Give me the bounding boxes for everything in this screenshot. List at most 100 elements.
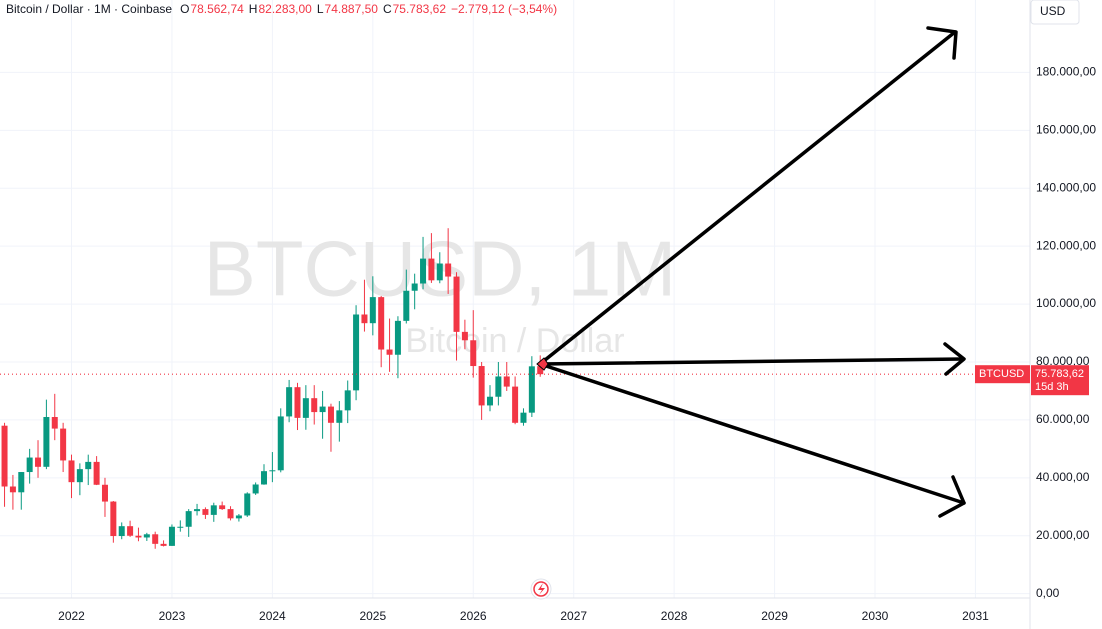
candle-body: [503, 376, 510, 387]
y-tick-label: 40.000,00: [1036, 470, 1090, 484]
y-tick-label: 0,00: [1036, 586, 1060, 600]
candle-body: [127, 526, 134, 536]
y-tick-label: 120.000,00: [1036, 238, 1096, 252]
arrow-origin: [536, 357, 549, 371]
candle-body: [520, 412, 527, 423]
candle-body: [143, 534, 150, 538]
y-tick-label: 160.000,00: [1036, 122, 1096, 136]
candle-body: [269, 470, 276, 472]
candle-body: [378, 297, 385, 350]
candle-body: [512, 386, 519, 423]
candle-body: [428, 258, 435, 281]
candle-body: [353, 314, 360, 391]
x-tick-label: 2022: [58, 609, 85, 623]
x-tick-label: 2030: [862, 609, 889, 623]
candle-body: [177, 526, 184, 528]
candle-body: [336, 410, 343, 423]
last-price-box: [1031, 365, 1089, 396]
candle-body: [168, 526, 175, 546]
candle-body: [1, 425, 8, 487]
candle-body: [135, 535, 142, 538]
candle-body: [470, 340, 477, 367]
candle-body: [386, 349, 393, 355]
candle-body: [261, 471, 268, 485]
candle-body: [461, 331, 468, 341]
candle-body: [110, 501, 117, 537]
candle-body: [537, 366, 544, 375]
candle-body: [528, 366, 535, 413]
arrow-head: [943, 342, 966, 376]
arrow-up: [538, 30, 957, 366]
candle-body: [85, 461, 92, 470]
x-tick-label: 2025: [359, 609, 386, 623]
candle-body: [68, 460, 75, 483]
candle-body: [60, 428, 67, 461]
candle-body: [35, 457, 42, 467]
countdown: 15d 3h: [1035, 381, 1069, 393]
arrow-down: [538, 362, 966, 505]
ohlc-value: 74.887,50: [325, 2, 379, 16]
candle-body: [252, 484, 259, 494]
y-tick-label: 140.000,00: [1036, 180, 1096, 194]
candle-body: [361, 314, 368, 324]
candle-body: [26, 457, 33, 473]
candle-body: [302, 398, 309, 418]
header: Bitcoin / Dollar · 1M · Coinbase O 78.562…: [6, 2, 557, 16]
candle-body: [369, 297, 376, 324]
candles: [1, 228, 544, 549]
y-tick-label: 80.000,00: [1036, 354, 1090, 368]
candle-body: [101, 484, 108, 502]
x-tick-label: 2028: [661, 609, 688, 623]
x-tick-label: 2026: [460, 609, 487, 623]
candle-body: [394, 320, 401, 355]
ohlc-key: C: [383, 2, 392, 16]
candle-body: [160, 543, 167, 546]
candle-body: [319, 406, 326, 413]
currency: USD: [1040, 4, 1066, 18]
arrow-head: [926, 26, 958, 60]
candle-body: [445, 263, 452, 277]
candle-body: [403, 290, 410, 321]
candle-body: [453, 276, 460, 332]
candle-body: [478, 366, 485, 406]
y-tick-label: 20.000,00: [1036, 528, 1090, 542]
candle-body: [286, 387, 293, 417]
candle-body: [420, 258, 427, 284]
x-tick-label: 2023: [159, 609, 186, 623]
candle-body: [436, 263, 443, 281]
arrow-flat: [538, 357, 965, 366]
candle-body: [185, 511, 192, 527]
y-tick-label: 180.000,00: [1036, 65, 1096, 79]
ohlc-value: 82.283,00: [258, 2, 312, 16]
candle-body: [227, 509, 234, 519]
candle-body: [202, 509, 209, 515]
events-icon-bolt: [538, 583, 545, 595]
candle-body: [51, 417, 58, 429]
x-tick-label: 2027: [560, 609, 587, 623]
candle-body: [277, 416, 284, 471]
y-tick-label: 60.000,00: [1036, 412, 1090, 426]
ohlc-key: O: [180, 2, 189, 16]
candle-body: [294, 387, 301, 418]
title: Bitcoin / Dollar · 1M · Coinbase: [6, 2, 172, 16]
candle-body: [43, 417, 50, 467]
candle-body: [344, 390, 351, 411]
candle-body: [18, 472, 25, 493]
x-tick-label: 2024: [259, 609, 286, 623]
candle-body: [152, 534, 159, 544]
last-price-label: 75.783,62: [1035, 368, 1084, 380]
events-icon-ring: [533, 581, 549, 597]
watermark-subtitle: Bitcoin / Dollar: [405, 322, 624, 360]
candle-body: [411, 283, 418, 291]
arrow-head: [938, 475, 966, 518]
last-price-box: [975, 365, 1030, 384]
symbol-label: BTCUSD: [979, 368, 1024, 380]
x-tick-label: 2031: [962, 609, 989, 623]
candle-body: [235, 515, 242, 519]
candle-body: [9, 486, 16, 493]
candle-body: [194, 509, 201, 512]
currency-box: [1030, 0, 1080, 25]
candle-body: [311, 398, 318, 413]
